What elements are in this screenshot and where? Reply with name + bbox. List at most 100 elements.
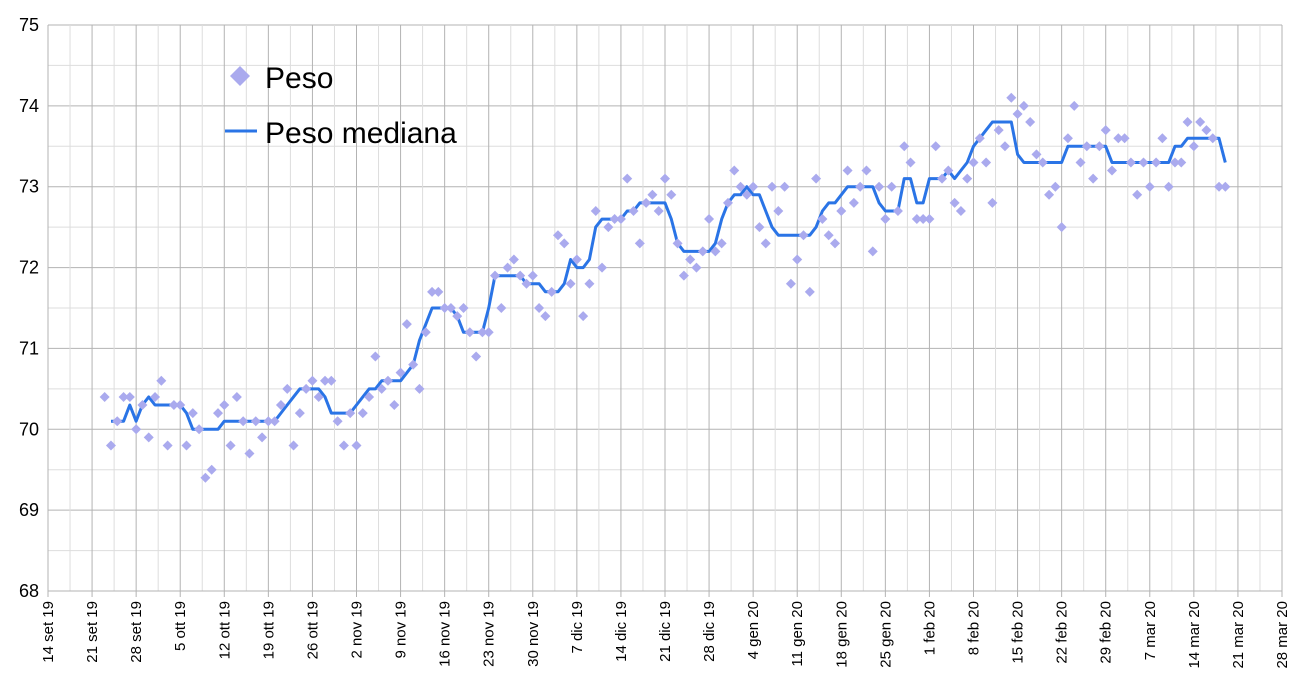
data-point <box>584 278 595 289</box>
data-point <box>590 205 601 216</box>
data-point <box>899 141 910 152</box>
data-point <box>622 173 633 184</box>
x-tick-label: 7 mar 20 <box>1142 601 1159 660</box>
data-point <box>1050 181 1061 192</box>
data-point <box>704 214 715 225</box>
data-point <box>458 303 469 313</box>
data-point <box>653 205 664 216</box>
data-point <box>741 189 752 200</box>
data-point <box>162 440 173 451</box>
data-point <box>112 416 123 427</box>
legend-label-peso-mediana: Peso mediana <box>265 117 457 150</box>
y-tick-label: 71 <box>19 338 39 358</box>
data-point <box>1094 141 1105 152</box>
data-point <box>861 165 872 176</box>
data-point <box>382 375 393 386</box>
data-point <box>1081 141 1092 152</box>
data-point <box>1169 157 1180 168</box>
data-point <box>527 270 538 281</box>
data-point <box>609 214 620 225</box>
data-point <box>999 141 1010 152</box>
data-point <box>578 311 589 322</box>
data-point <box>1144 181 1155 192</box>
data-point <box>779 181 790 192</box>
data-point <box>212 408 223 419</box>
y-tick-label: 75 <box>19 15 39 35</box>
data-point <box>855 181 866 192</box>
x-axis-labels: 14 set 19 21 set 19 28 set 19 5 ott 19 12 ot… <box>40 601 1291 669</box>
data-point <box>1075 157 1086 168</box>
data-point <box>1062 133 1073 144</box>
data-point <box>105 440 116 451</box>
data-point <box>257 432 268 443</box>
data-point <box>1138 157 1149 168</box>
legend-diamond-marker <box>230 66 250 86</box>
x-tick-label: 12 ott 19 <box>216 601 233 659</box>
data-point <box>804 286 815 297</box>
data-point <box>250 416 261 427</box>
data-point <box>1088 173 1099 184</box>
data-point <box>1069 100 1080 111</box>
data-point <box>615 214 626 225</box>
data-point <box>301 383 312 394</box>
data-point <box>647 189 658 200</box>
data-point <box>351 440 362 451</box>
data-point <box>697 246 708 257</box>
data-point <box>490 270 501 281</box>
data-point <box>238 416 249 427</box>
data-point <box>993 125 1004 136</box>
data-point <box>433 286 444 297</box>
data-point <box>534 303 545 313</box>
x-tick-label: 14 dic 19 <box>613 601 630 662</box>
data-point <box>552 230 563 241</box>
data-point <box>628 205 639 216</box>
data-point <box>408 359 419 370</box>
data-point <box>288 440 299 451</box>
data-point <box>420 327 431 338</box>
data-point <box>150 391 161 402</box>
x-tick-label: 2 nov 19 <box>349 601 366 659</box>
data-point <box>389 400 400 411</box>
data-point <box>1151 157 1162 168</box>
data-point <box>924 214 935 225</box>
data-point <box>792 254 803 265</box>
data-point <box>641 197 652 208</box>
x-tick-label: 7 dic 19 <box>569 601 586 654</box>
grid <box>47 24 1283 597</box>
data-point <box>263 416 274 427</box>
data-point <box>823 230 834 241</box>
data-point <box>974 133 985 144</box>
data-point <box>477 327 488 338</box>
data-point <box>930 141 941 152</box>
data-point <box>143 432 154 443</box>
y-tick-label: 73 <box>19 177 39 197</box>
data-point <box>892 205 903 216</box>
data-point <box>886 181 897 192</box>
data-point <box>200 472 211 483</box>
data-point <box>99 391 110 402</box>
data-point <box>880 214 891 225</box>
data-point <box>320 375 331 386</box>
data-point <box>275 400 286 411</box>
data-point <box>773 205 784 216</box>
x-tick-label: 1 feb 20 <box>921 601 938 655</box>
data-point <box>137 400 148 411</box>
data-point <box>1176 157 1187 168</box>
data-point <box>118 391 129 402</box>
x-tick-label: 22 feb 20 <box>1054 601 1071 664</box>
x-tick-label: 30 nov 19 <box>525 601 542 667</box>
data-point <box>748 181 759 192</box>
data-point <box>1031 149 1042 160</box>
x-tick-label: 19 ott 19 <box>260 601 277 659</box>
data-point <box>1182 117 1193 128</box>
y-axis-labels: 68 69 70 71 72 73 74 75 <box>19 15 39 601</box>
data-point <box>452 311 463 322</box>
x-tick-label: 26 ott 19 <box>304 601 321 659</box>
data-point <box>326 375 337 386</box>
data-point <box>307 375 318 386</box>
data-point <box>370 351 381 362</box>
data-point <box>722 197 733 208</box>
data-point <box>194 424 205 435</box>
data-point <box>729 165 740 176</box>
